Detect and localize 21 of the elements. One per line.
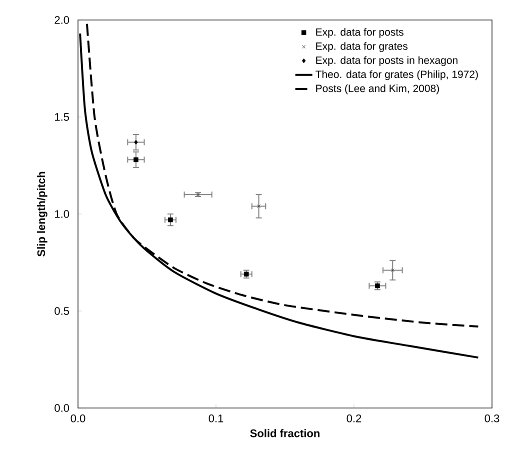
point [390, 268, 394, 272]
legend-label: Exp. data for grates [316, 42, 408, 52]
legend-label: Posts (Lee and Kim, 2008) [316, 84, 439, 94]
x-tick-label: 0.2 [346, 414, 362, 422]
legend-label: Exp. data for posts [316, 28, 404, 38]
x-axis-title: Solid fraction [250, 429, 320, 438]
x-tick-label: 0.1 [208, 414, 224, 422]
y-axis-title: Slip length/pitch [37, 172, 48, 256]
legend-label: Exp. data for posts in hexagon [316, 56, 458, 66]
y-tick-label: 1.0 [55, 210, 70, 218]
y-tick-label: 0.5 [54, 307, 70, 315]
point [168, 217, 173, 222]
legend-label: Theo. data for grates (Philip, 1972) [316, 70, 478, 80]
point [134, 157, 138, 162]
point [134, 140, 138, 145]
x-tick-label: 0.0 [70, 414, 86, 422]
y-tick-label: 1.5 [55, 113, 70, 121]
point [257, 204, 261, 208]
y-tick-label: 2.0 [54, 16, 70, 24]
y-tick-label: 0.0 [54, 404, 70, 412]
x-tick-label: 0.3 [484, 414, 500, 422]
